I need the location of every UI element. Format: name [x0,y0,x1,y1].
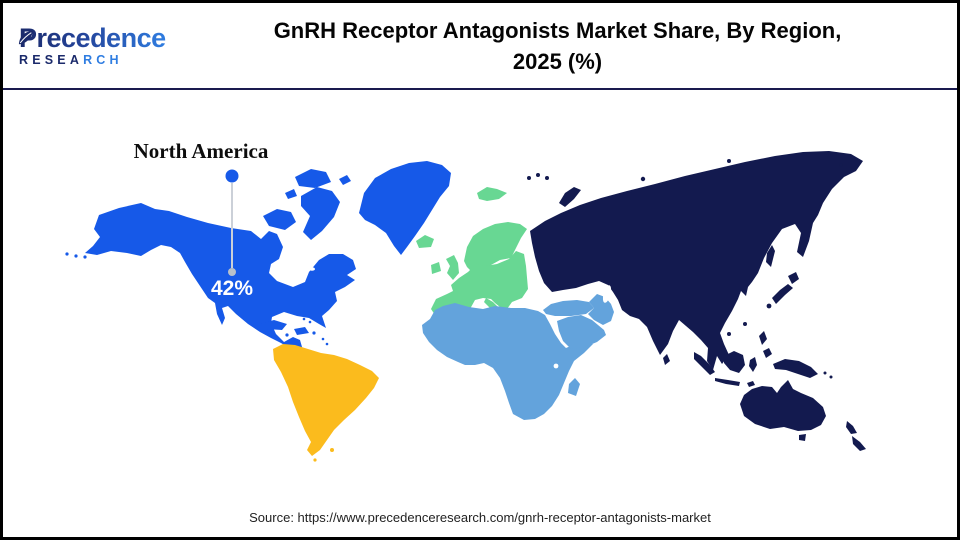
arctic-islet [285,189,297,199]
iran-caucasus [588,294,614,325]
north-america-label: North America [133,139,269,163]
iceland [416,235,434,248]
greenland [359,161,451,255]
page-title: GnRH Receptor Antagonists Market Share, … [178,15,957,77]
africa-mainland [422,303,593,420]
title-line-2: 2025 (%) [512,48,603,74]
callout-dot-top [225,169,239,183]
north-america-share-value: 42% [210,277,254,300]
region-latin-america [273,344,379,462]
north-america-mainland [85,203,356,368]
kyushu [766,303,772,309]
banks-victoria-island [263,209,296,230]
caspian-sea [602,285,612,303]
solomon-2 [829,375,833,379]
solomon-1 [823,371,827,375]
antilles-1 [321,337,325,341]
mindanao [763,348,772,358]
bahamas [302,317,306,321]
aleutian-1 [65,252,69,256]
franz-josef-1 [527,176,531,180]
sakhalin [766,245,775,267]
luzon [759,331,767,345]
asia-mainland [530,151,863,370]
north-america-callout [225,169,239,276]
scandinavia [464,222,527,273]
great-britain [446,255,459,280]
hokkaido [788,272,799,284]
aleutian-3 [83,255,87,259]
baffin-island [301,187,340,240]
honshu [772,284,793,304]
tasmania [799,434,806,441]
turkey [543,300,594,316]
antilles-2 [325,342,329,346]
arabian-peninsula [557,315,606,349]
title-line-1: GnRH Receptor Antagonists Market Share, … [273,17,842,43]
brand-logo: Precedence RESEARCH [3,22,178,68]
region-north-america [65,161,451,368]
region-asia-pacific [527,151,866,451]
tierra-del-fuego [313,458,317,462]
aleutian-2 [74,254,78,258]
source-text: Source: https://www.precedenceresearch.c… [249,510,711,525]
borneo [724,351,745,373]
new-guinea [773,359,818,378]
new-siberian-islands [727,159,731,163]
australia [740,380,826,431]
ellesmere-island [295,169,331,188]
timor [747,381,755,387]
lake-victoria [553,363,559,369]
sri-lanka [663,354,670,365]
ireland [431,262,441,274]
bahamas-2 [308,320,312,324]
sumatra [694,352,715,375]
cuba [260,320,287,330]
java [715,378,740,386]
jamaica [285,333,289,337]
puerto-rico [312,331,316,335]
wrangel-island [839,163,843,167]
header: Precedence RESEARCH GnRH Receptor Antago… [3,3,957,88]
leaf-icon [18,30,34,45]
madagascar [568,378,580,396]
brand-subtitle: RESEARCH [19,53,123,68]
arctic-islet-2 [339,175,351,185]
brand-name: Precedence [19,22,166,53]
hainan [727,332,731,336]
franz-josef-2 [536,173,540,177]
south-america-mainland [273,344,379,456]
region-middle-east-africa [422,294,614,420]
franz-josef-3 [545,176,549,180]
header-divider [3,88,957,90]
falkland-islands [330,448,334,452]
sulawesi [749,357,757,372]
severnaya-zemlya [640,176,646,182]
new-zealand-south [852,436,866,451]
callout-dot-bottom [228,268,236,276]
taiwan [743,322,747,326]
hispaniola [294,327,309,335]
svalbard [477,187,507,201]
new-zealand-north [846,421,857,434]
world-map [65,151,866,462]
novaya-zemlya [559,187,581,207]
great-lakes [293,267,315,275]
